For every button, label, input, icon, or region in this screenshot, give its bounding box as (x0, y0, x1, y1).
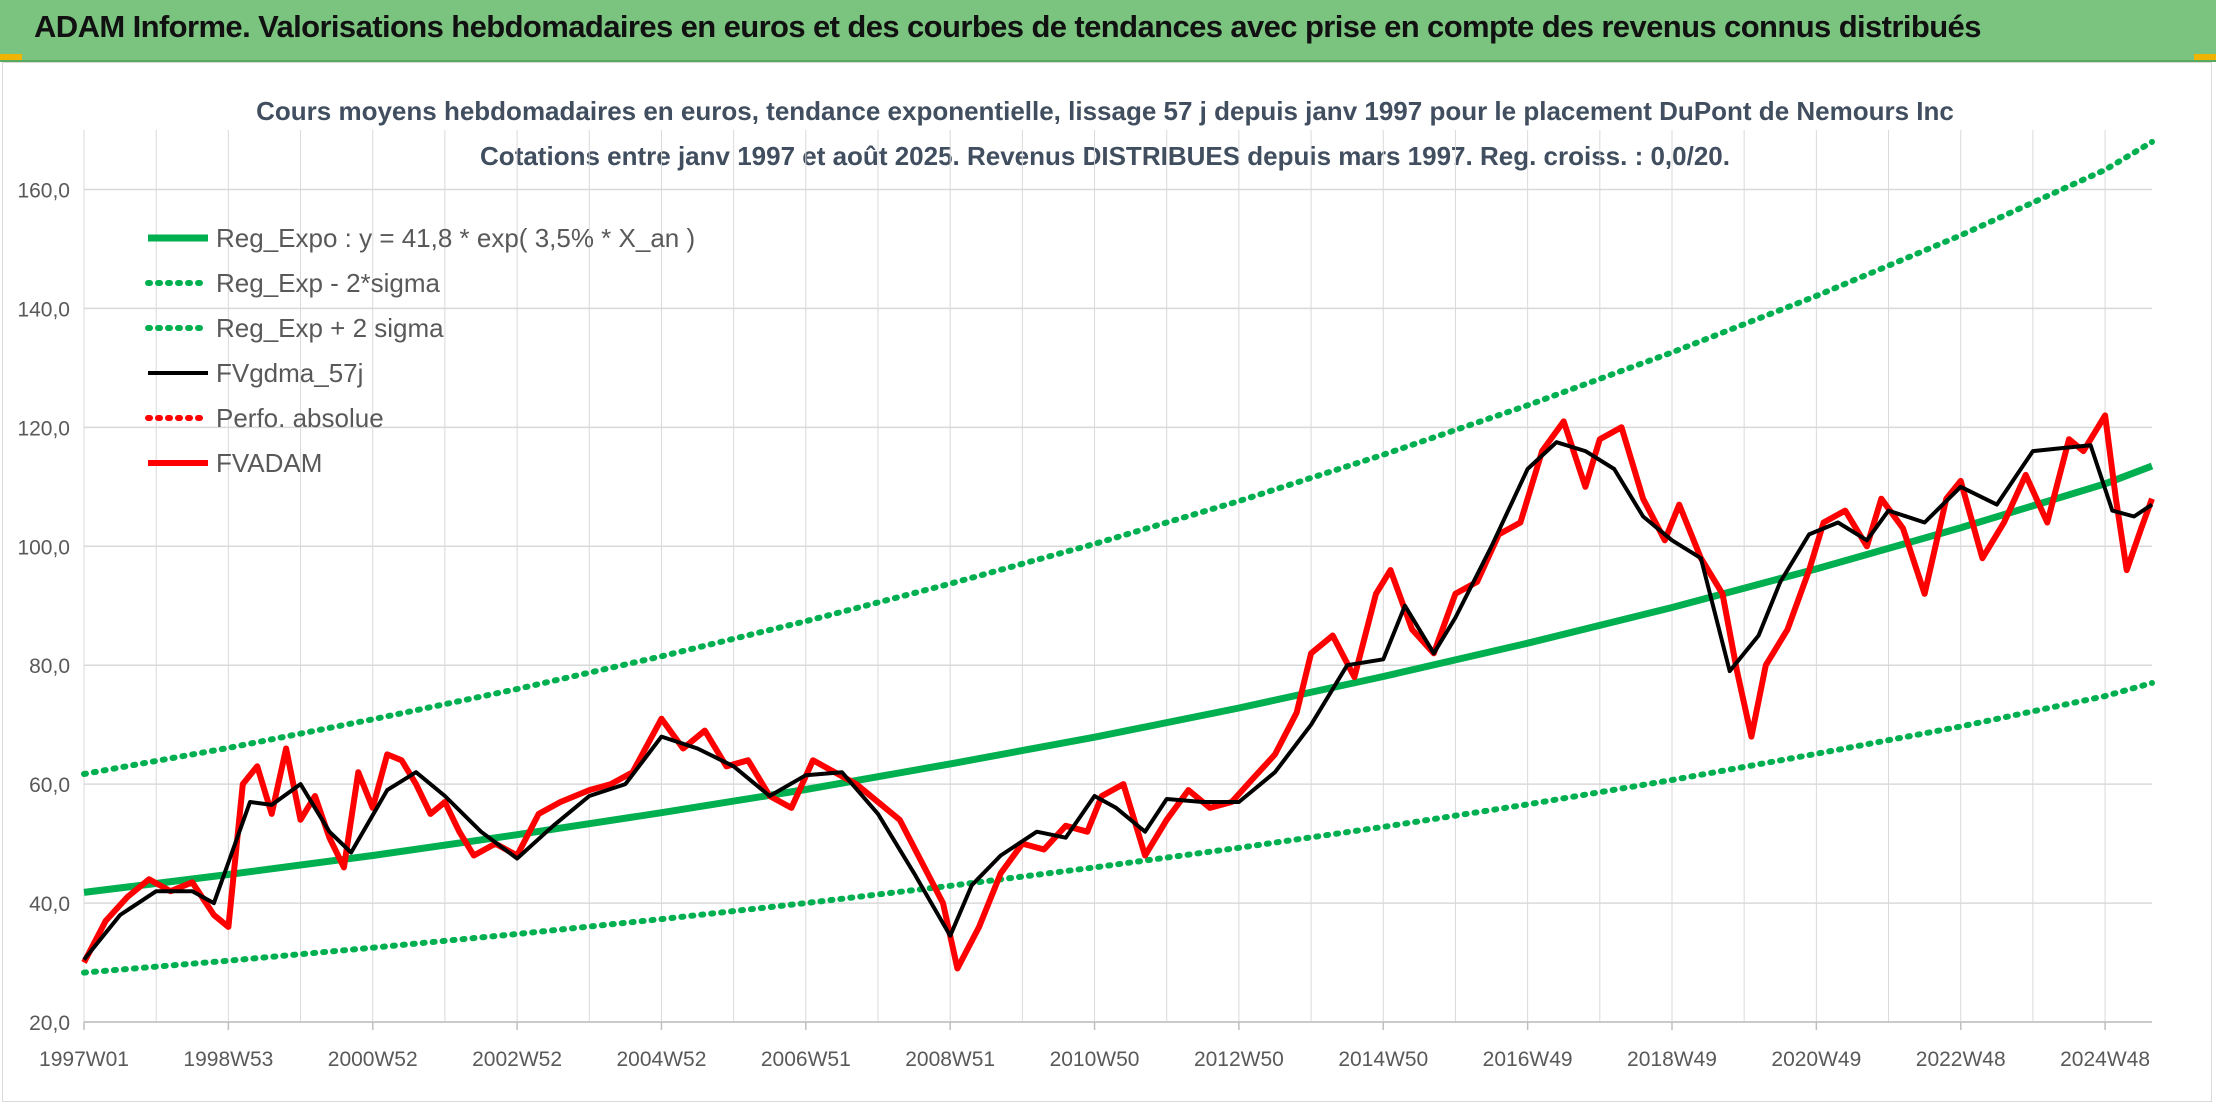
x-tick-label: 2012W50 (1194, 1048, 1284, 1071)
legend-label: Reg_Exp - 2*sigma (216, 268, 441, 298)
chart-title: Cours moyens hebdomadaires en euros, ten… (256, 96, 1954, 126)
x-tick-label: 2004W52 (616, 1048, 706, 1071)
y-tick-label: 100,0 (17, 536, 70, 559)
x-tick-label: 2024W48 (2060, 1048, 2150, 1071)
x-tick-label: 2000W52 (328, 1048, 418, 1071)
y-tick-label: 40,0 (29, 893, 70, 916)
x-tick-label: 2022W48 (1916, 1048, 2006, 1071)
corner-marker-right (2194, 54, 2216, 60)
y-tick-label: 20,0 (29, 1012, 70, 1035)
series-line-5 (81, 412, 2155, 972)
chart-subtitle: Cotations entre janv 1997 et août 2025. … (480, 141, 1730, 171)
series-line-0 (83, 462, 2154, 896)
corner-marker-left (0, 54, 22, 60)
legend: Reg_Expo : y = 41,8 * exp( 3,5% * X_an )… (145, 223, 695, 478)
header-banner: ADAM Informe. Valorisations hebdomadaire… (0, 0, 2216, 62)
series-line-1 (81, 680, 2155, 976)
x-tick-label: 1998W53 (183, 1048, 273, 1071)
x-tick-label: 1997W01 (39, 1048, 129, 1071)
x-tick-label: 2010W50 (1050, 1048, 1140, 1071)
legend-label: FVgdma_57j (216, 358, 363, 388)
y-tick-label: 160,0 (17, 179, 70, 202)
chart-frame (2, 62, 2212, 1102)
legend-label: Reg_Exp + 2 sigma (216, 313, 444, 343)
x-tick-label: 2008W51 (905, 1048, 995, 1071)
x-tick-label: 2016W49 (1483, 1048, 1573, 1071)
series-line-3 (82, 440, 2154, 961)
legend-label: Reg_Expo : y = 41,8 * exp( 3,5% * X_an ) (216, 223, 695, 253)
y-tick-label: 140,0 (17, 298, 70, 321)
legend-label: Perfo. absolue (216, 403, 384, 433)
series-line-2 (81, 138, 2155, 777)
y-tick-label: 80,0 (29, 655, 70, 678)
axes-layer: 20,0 40,0 60,0 80,0 100,0 120,0 140,0 160,0 1997… (17, 179, 2152, 1071)
legend-label: FVADAM (216, 448, 322, 478)
y-tick-label: 120,0 (17, 417, 70, 440)
x-tick-label: 2002W52 (472, 1048, 562, 1071)
x-tick-label: 2014W50 (1338, 1048, 1428, 1071)
x-tick-label: 2018W49 (1627, 1048, 1717, 1071)
grid-layer (83, 130, 2152, 1023)
x-tick-label: 2020W49 (1771, 1048, 1861, 1071)
x-tick-label: 2006W51 (761, 1048, 851, 1071)
y-tick-label: 60,0 (29, 774, 70, 797)
page-title: ADAM Informe. Valorisations hebdomadaire… (34, 9, 1981, 44)
series-layer (81, 138, 2155, 976)
